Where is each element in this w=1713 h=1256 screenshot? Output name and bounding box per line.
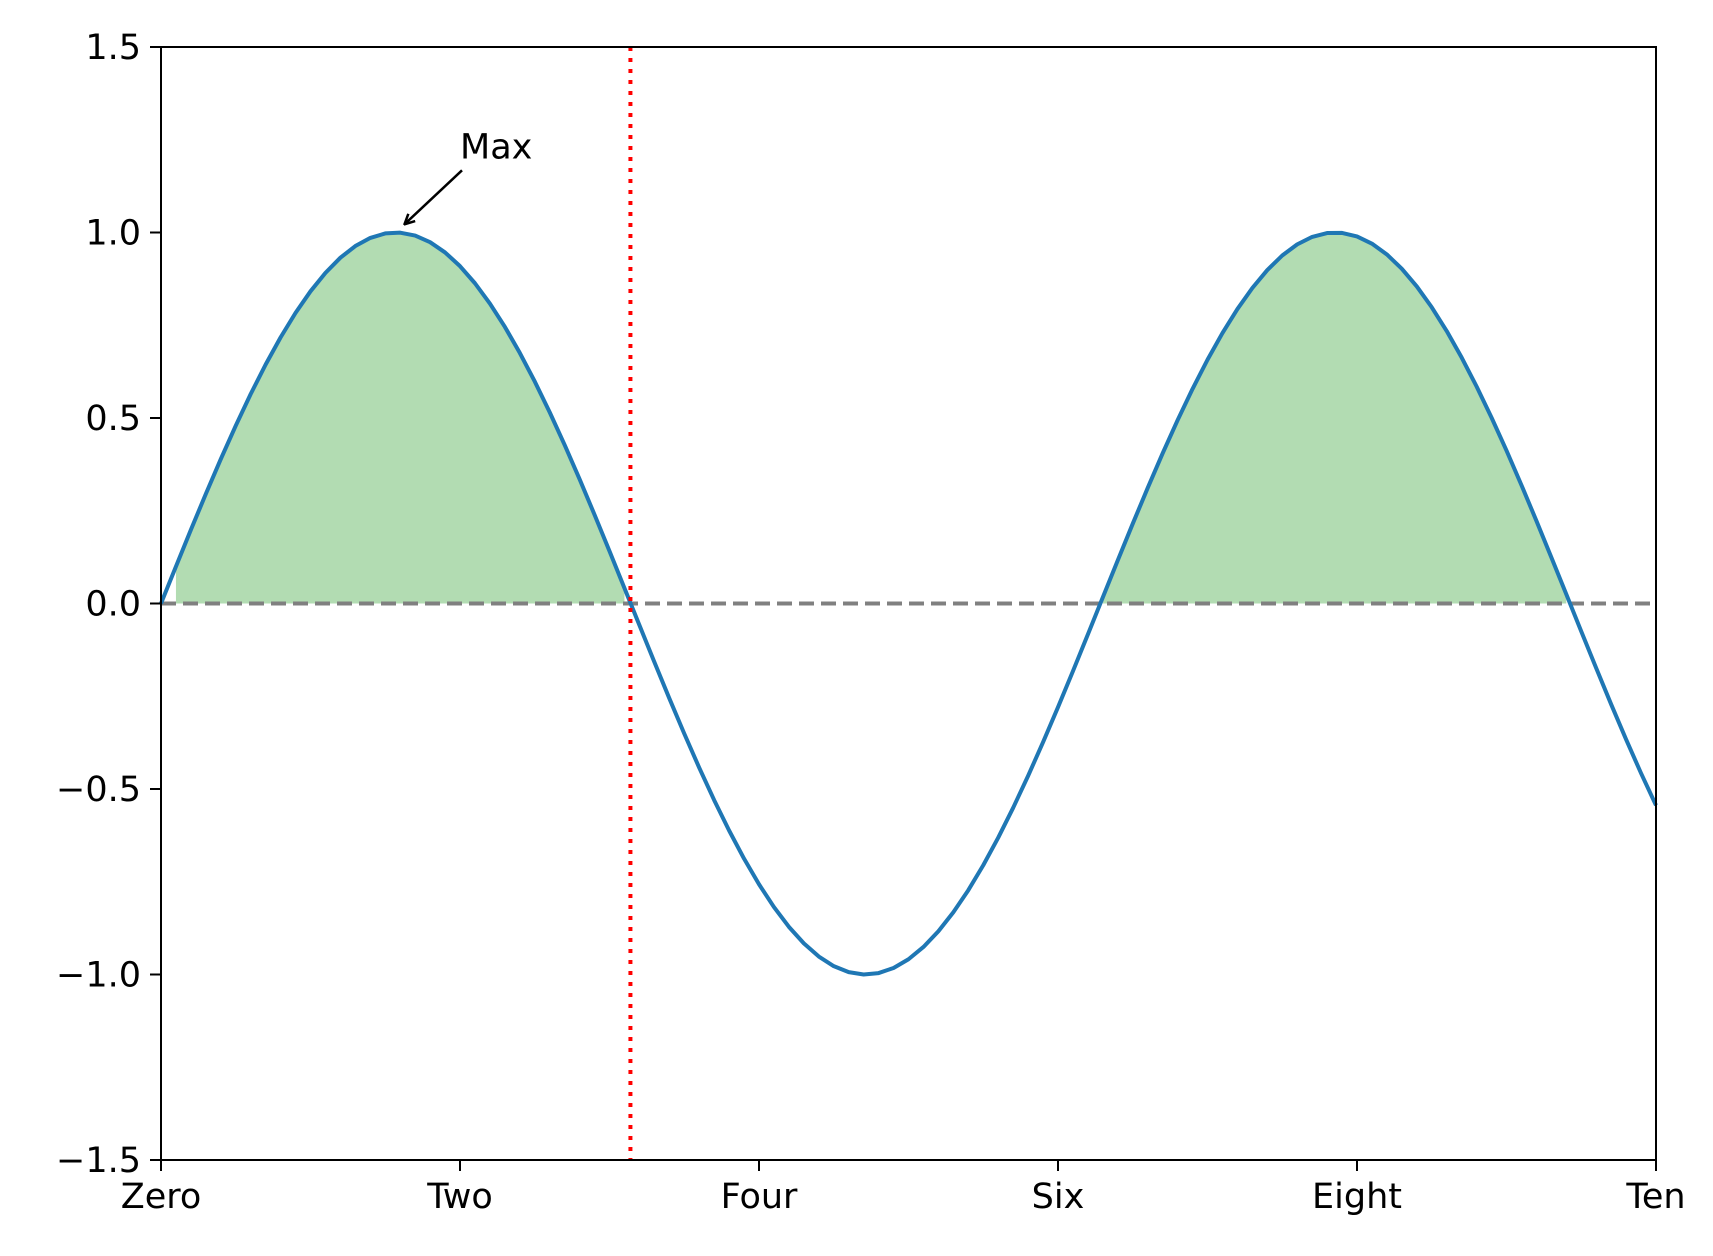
x-tick-label-3: Six [1032, 1177, 1085, 1217]
x-tick-label-2: Four [721, 1177, 798, 1217]
y-tick-label-3: 0.0 [85, 585, 141, 625]
plot-area [159, 47, 1658, 1160]
x-tick-label-5: Ten [1625, 1177, 1685, 1217]
annotation-arrow-0 [404, 169, 463, 224]
sine-series-line [159, 230, 1658, 977]
y-tick-label-2: −0.5 [56, 770, 141, 810]
y-tick-label-5: 1.0 [85, 214, 141, 254]
fill-region-1 [1102, 232, 1567, 604]
annotations: Max [404, 127, 532, 224]
y-tick-label-6: 1.5 [85, 28, 141, 68]
x-tick-label-4: Eight [1312, 1177, 1402, 1217]
x-tick-label-1: Two [426, 1177, 493, 1217]
y-tick-label-0: −1.5 [56, 1141, 141, 1181]
y-tick-label-1: −1.0 [56, 956, 141, 996]
axes: Zero Two Four Six Eight Ten −1.5 −1.0 −0.5 0.0 0.5… [56, 28, 1686, 1217]
annotation-label-0: Max [460, 127, 532, 167]
y-tick-label-4: 0.5 [85, 399, 141, 439]
x-tick-label-0: Zero [121, 1177, 202, 1217]
